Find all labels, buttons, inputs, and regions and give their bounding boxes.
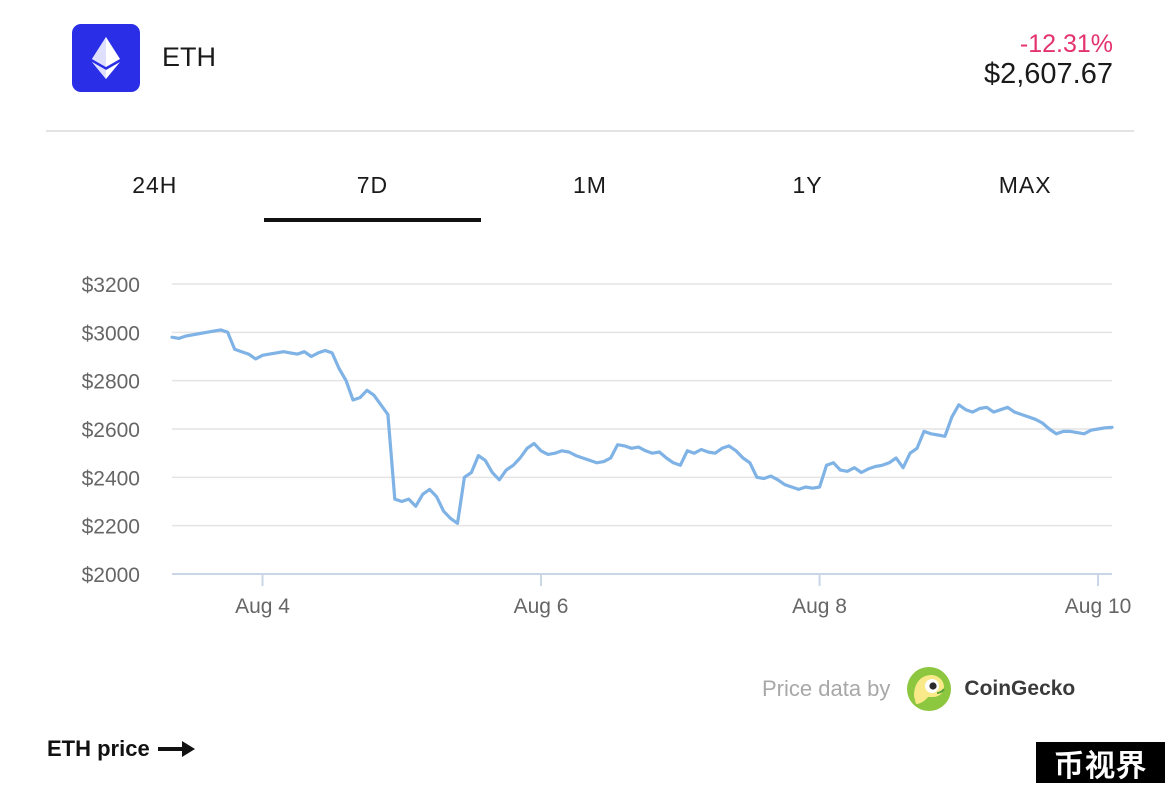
tab-1y[interactable]: 1Y [792, 172, 823, 198]
y-tick-label: $2200 [82, 516, 140, 539]
price-chart: $2000 $2200 $2400 $2600 $2800 $3000 $3200 Aug 4… [82, 274, 1132, 618]
y-tick-label: $3000 [82, 322, 140, 345]
timeframe-tabs: 24H 7D 1M 1Y MAX [46, 160, 1134, 222]
y-tick-label: $3200 [82, 274, 140, 297]
coingecko-icon [907, 667, 952, 711]
tab-7d[interactable]: 7D [263, 160, 482, 222]
x-tick-label: Aug 6 [514, 595, 569, 618]
y-tick-label: $2400 [82, 467, 140, 490]
coingecko-name[interactable]: CoinGecko [964, 677, 1076, 700]
price-change-percent: -12.31% [1019, 30, 1113, 58]
price-line [170, 328, 1114, 525]
eth-price-link-label: ETH price [47, 736, 150, 761]
x-tick-label: Aug 8 [792, 595, 847, 618]
watermark-badge: 币视界 [1036, 742, 1165, 783]
arrow-right-icon [157, 741, 195, 757]
tab-max[interactable]: MAX [998, 172, 1052, 198]
price-attribution: Price data by CoinGecko [762, 666, 1075, 712]
y-tick-label: $2000 [82, 564, 140, 587]
eth-logo [72, 24, 140, 92]
tab-1m[interactable]: 1M [573, 172, 607, 198]
header-divider [46, 130, 1134, 132]
ethereum-icon [92, 37, 120, 79]
x-tick-label: Aug 4 [235, 595, 290, 618]
x-tick-label: Aug 10 [1065, 595, 1132, 618]
coin-name: ETH [162, 42, 216, 72]
eth-price-link[interactable]: ETH price [47, 736, 196, 762]
y-tick-label: $2600 [82, 419, 140, 442]
current-price: $2,607.67 [983, 58, 1113, 90]
attribution-prefix: Price data by [762, 676, 891, 701]
tab-24h[interactable]: 24H [132, 172, 178, 198]
y-tick-label: $2800 [82, 371, 140, 394]
